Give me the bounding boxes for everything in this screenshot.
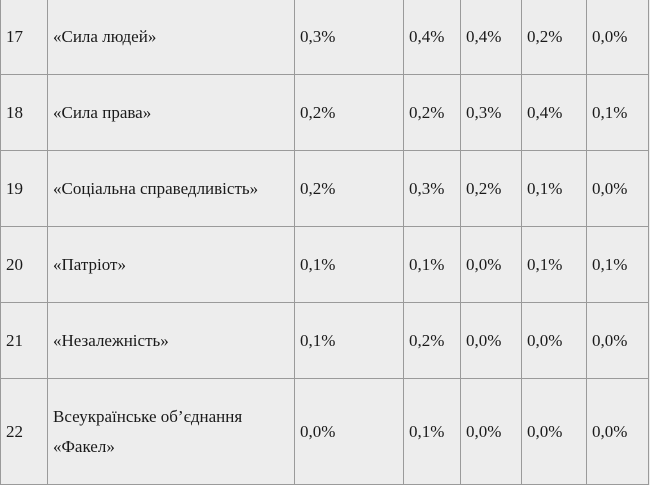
table-row: 17 «Сила людей» 0,3% 0,4% 0,4% 0,2% 0,0% [0, 0, 649, 75]
value-cell: 0,1% [521, 226, 587, 303]
value-cell: 0,0% [521, 302, 587, 379]
value-cell: 0,0% [586, 302, 649, 379]
value-cell: 0,2% [460, 150, 522, 227]
value-cell: 0,3% [294, 0, 404, 75]
row-number: 20 [0, 226, 48, 303]
value-cell: 0,1% [403, 378, 461, 485]
value-cell: 0,2% [403, 74, 461, 151]
row-number: 17 [0, 0, 48, 75]
row-number: 21 [0, 302, 48, 379]
value-cell: 0,4% [403, 0, 461, 75]
value-cell: 0,0% [460, 302, 522, 379]
table-row: 18 «Сила права» 0,2% 0,2% 0,3% 0,4% 0,1% [0, 74, 649, 151]
value-cell: 0,3% [460, 74, 522, 151]
value-cell: 0,1% [294, 302, 404, 379]
value-cell: 0,1% [586, 226, 649, 303]
value-cell: 0,4% [460, 0, 522, 75]
value-cell: 0,2% [403, 302, 461, 379]
value-cell: 0,1% [294, 226, 404, 303]
value-cell: 0,0% [460, 378, 522, 485]
value-cell: 0,4% [521, 74, 587, 151]
party-name: Всеукраїнське об’єднання «Факел» [47, 378, 295, 485]
value-cell: 0,2% [294, 150, 404, 227]
table-row: 19 «Соціальна справедливість» 0,2% 0,3% … [0, 150, 649, 227]
row-number: 19 [0, 150, 48, 227]
value-cell: 0,1% [403, 226, 461, 303]
party-name: «Сила людей» [47, 0, 295, 75]
value-cell: 0,1% [586, 74, 649, 151]
table-row: 21 «Незалежність» 0,1% 0,2% 0,0% 0,0% 0,… [0, 302, 649, 379]
value-cell: 0,0% [586, 0, 649, 75]
table-row: 22 Всеукраїнське об’єднання «Факел» 0,0%… [0, 378, 649, 485]
party-name: «Патріот» [47, 226, 295, 303]
value-cell: 0,0% [586, 150, 649, 227]
party-name: «Сила права» [47, 74, 295, 151]
value-cell: 0,2% [294, 74, 404, 151]
value-cell: 0,0% [460, 226, 522, 303]
value-cell: 0,3% [403, 150, 461, 227]
row-number: 22 [0, 378, 48, 485]
party-name: «Соціальна справедливість» [47, 150, 295, 227]
row-number: 18 [0, 74, 48, 151]
value-cell: 0,0% [521, 378, 587, 485]
value-cell: 0,1% [521, 150, 587, 227]
table-row: 20 «Патріот» 0,1% 0,1% 0,0% 0,1% 0,1% [0, 226, 649, 303]
party-name: «Незалежність» [47, 302, 295, 379]
value-cell: 0,0% [294, 378, 404, 485]
value-cell: 0,0% [586, 378, 649, 485]
value-cell: 0,2% [521, 0, 587, 75]
